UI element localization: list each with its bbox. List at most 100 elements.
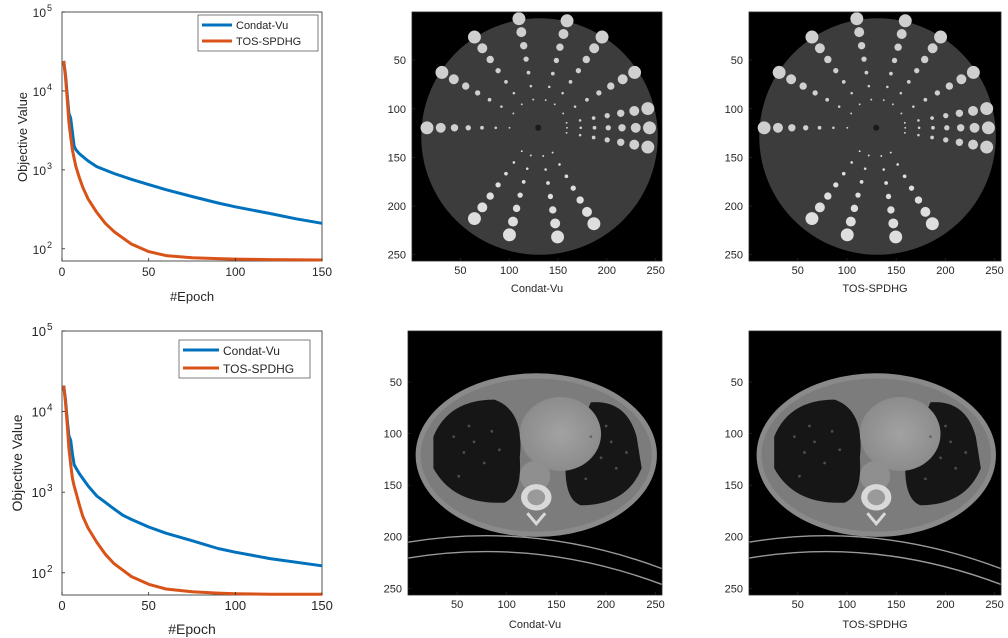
- series-line-tos-spdhg: [62, 60, 323, 262]
- phantom-dot: [558, 29, 569, 39]
- plot-area: [61, 11, 323, 262]
- phantom-dot: [867, 154, 870, 157]
- legend-box: [178, 339, 311, 379]
- phantom-dot: [562, 112, 565, 115]
- phantom-dot: [549, 206, 557, 214]
- phantom-dot: [565, 131, 568, 134]
- phantom-dot: [467, 30, 481, 44]
- x-tick-label: 50: [792, 265, 804, 277]
- series-line-condat-vu: [62, 385, 323, 568]
- phantom-dot: [889, 71, 893, 76]
- phantom-dot: [896, 29, 907, 39]
- phantom-dot: [980, 102, 994, 116]
- phantom-dot: [587, 217, 601, 231]
- phantom-dot: [641, 102, 655, 116]
- phantom-dot: [568, 80, 573, 84]
- phantom-dot: [591, 116, 596, 120]
- phantom-dot: [968, 105, 979, 116]
- x-tick-label: 150: [887, 265, 905, 277]
- y-tick-label: 10: [32, 485, 46, 500]
- ct-vessel: [472, 440, 476, 444]
- phantom-dot: [462, 82, 470, 90]
- x-tick-label: 250: [985, 265, 1003, 277]
- ct-vessel: [798, 474, 801, 478]
- phantom-dot: [882, 99, 885, 102]
- ct-vessel: [599, 456, 603, 460]
- phantom-dot: [854, 27, 865, 38]
- phantom-dot: [927, 43, 938, 54]
- y-tick-exponent: 4: [47, 82, 52, 92]
- ct-aorta: [519, 460, 551, 492]
- phantom-dot: [558, 163, 561, 166]
- phantom-dot: [923, 97, 928, 102]
- phantom-dots: [757, 12, 995, 244]
- ct-table-line: [407, 550, 663, 586]
- ct-vessel: [964, 451, 968, 454]
- y-tick-label: 200: [725, 532, 743, 544]
- phantom-dot: [520, 150, 523, 153]
- x-tick-label: 0: [59, 265, 66, 279]
- phantom-dot: [617, 138, 625, 146]
- phantom-dot: [799, 82, 807, 90]
- ct-vessel: [954, 466, 958, 470]
- phantom-dot: [891, 57, 898, 64]
- ct-table-line: [748, 535, 1002, 570]
- phantom-dot: [604, 137, 610, 143]
- ct-table-line: [748, 550, 1002, 586]
- x-tick-label: 250: [646, 599, 664, 611]
- ct-right-lung: [774, 399, 861, 503]
- phantom-dot: [500, 105, 503, 108]
- image-frame: [748, 11, 1002, 262]
- ct-slice: [748, 373, 1002, 586]
- phantom-dot: [629, 139, 640, 150]
- x-tick-label: 100: [224, 598, 246, 613]
- phantom-dot: [903, 131, 906, 134]
- y-tick-exponent: 5: [47, 3, 52, 13]
- x-tick-label: 200: [598, 265, 616, 277]
- phantom-dot: [943, 113, 949, 119]
- phantom-dot: [529, 84, 533, 88]
- phantom-dot: [846, 126, 849, 129]
- image-xlabel: TOS-SPDHG: [842, 283, 907, 295]
- phantom-dot: [628, 65, 642, 79]
- phantom-dot: [474, 90, 481, 96]
- phantom-dot: [824, 192, 832, 200]
- phantom-dot: [512, 91, 516, 95]
- phantom-dot: [512, 112, 515, 115]
- phantom-dot: [512, 12, 526, 26]
- ct-vessel: [609, 440, 613, 444]
- y-tick-exponent: 2: [47, 564, 53, 575]
- y-tick-label: 250: [388, 250, 406, 262]
- phantom-dot: [904, 126, 907, 129]
- phantom-dot: [480, 125, 484, 130]
- legend-label-condat-vu: Condat-Vu: [236, 20, 288, 32]
- phantom-dot: [420, 121, 434, 135]
- y-tick-label: 100: [388, 104, 406, 116]
- phantom-dot: [520, 41, 528, 50]
- phantom-dot: [525, 167, 529, 170]
- ct-vessel: [830, 429, 834, 433]
- phantom-dot: [521, 180, 526, 184]
- phantom-dot: [912, 105, 915, 108]
- image-panel-phantom-condat-vu: 50 50 100 100 150 150 200 200 250 250 Condat-Vu: [388, 11, 665, 295]
- phantom-dot: [969, 122, 980, 133]
- y-tick-label: 50: [731, 377, 743, 389]
- phantom-dot: [630, 122, 641, 133]
- phantom-dot: [882, 168, 885, 171]
- phantom-dot: [917, 126, 921, 130]
- phantom-dot: [585, 97, 589, 102]
- y-tick-exponent: 3: [47, 483, 53, 494]
- phantom-dot: [556, 43, 564, 51]
- phantom-dot: [884, 181, 888, 185]
- legend-box: [197, 14, 319, 52]
- phantom-dot: [850, 204, 859, 213]
- phantom-dot: [532, 98, 535, 101]
- ct-vessel: [490, 429, 494, 433]
- y-tick-label: 150: [725, 480, 743, 492]
- y-tick-label: 250: [384, 583, 402, 595]
- phantom-dot: [578, 133, 582, 137]
- ct-vessel: [482, 461, 486, 465]
- phantom-dot: [512, 161, 516, 164]
- phantom-dot: [596, 90, 602, 96]
